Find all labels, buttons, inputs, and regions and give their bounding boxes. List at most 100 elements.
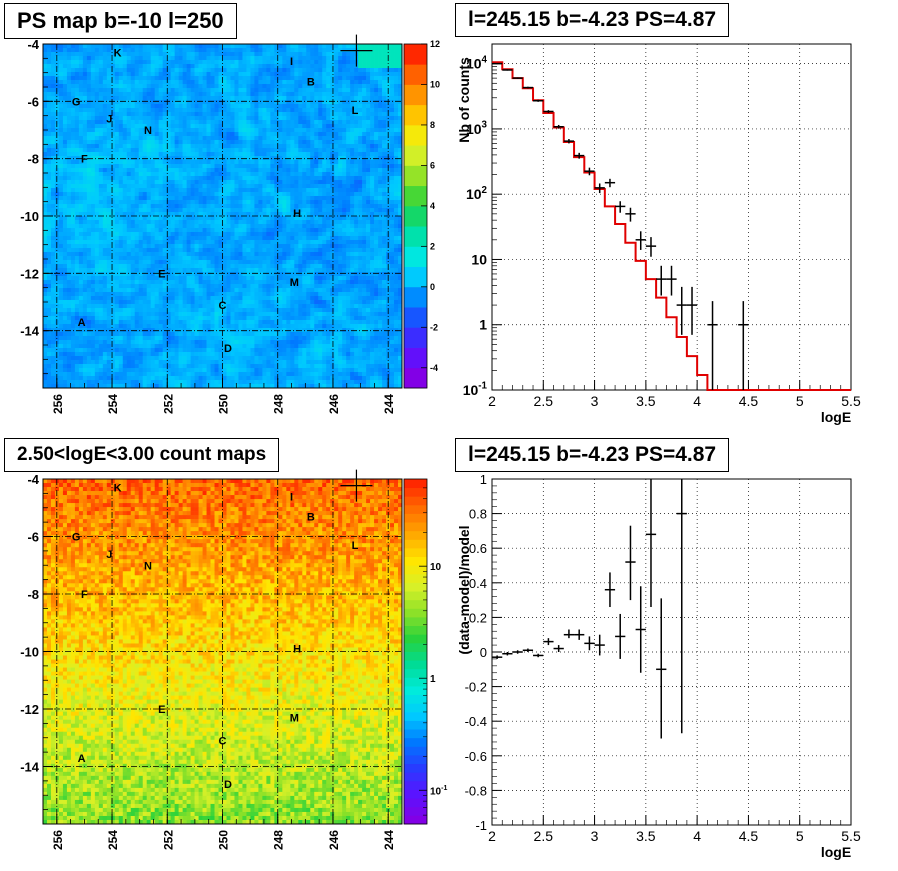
data-point — [625, 207, 636, 222]
colorbar-segment — [404, 266, 427, 288]
data-point — [563, 139, 575, 144]
x-tick-label: 4.5 — [739, 828, 759, 844]
source-label-e: E — [158, 268, 165, 280]
colorbar-tick-label: 1 — [430, 674, 436, 685]
spectrum-panel: 2 2.5 3 3.5 4 4.5 5 5.5 logE 10-1 1 10 102 103 104 Nb o… — [449, 0, 898, 435]
colorbar-segment — [404, 246, 427, 267]
colorbar-segment — [404, 651, 427, 661]
data-point — [604, 178, 616, 188]
source-label-k: K — [114, 483, 122, 495]
data-point — [615, 201, 626, 213]
colorbar-segment — [404, 556, 427, 566]
residuals-title: l=245.15 b=-4.23 PS=4.87 — [455, 438, 730, 472]
y-tick-label: -6 — [27, 530, 39, 545]
y-tick-label: -0.2 — [465, 680, 487, 695]
colorbar-segment — [404, 479, 427, 489]
data-point — [584, 636, 595, 651]
data-point — [553, 645, 564, 652]
data-point — [553, 124, 564, 129]
data-point — [522, 86, 534, 89]
colorbar-segment — [404, 548, 427, 558]
x-tick-label: 246 — [327, 830, 341, 850]
data-point — [625, 525, 636, 601]
data-point — [656, 265, 667, 296]
colorbar-segment — [404, 711, 427, 721]
data-point — [584, 167, 595, 176]
source-label-f: F — [81, 589, 88, 601]
colorbar-segment — [404, 746, 427, 756]
data-point — [502, 69, 513, 71]
colorbar-segment — [404, 763, 427, 773]
data-point — [563, 629, 575, 639]
colorbar-segment — [404, 104, 427, 126]
x-tick-label: 4.5 — [739, 393, 759, 409]
y-axis-label: Nb of counts — [456, 57, 472, 143]
x-tick-label: 5 — [796, 393, 804, 409]
data-point — [502, 652, 513, 656]
colorbar-segment — [404, 617, 427, 627]
data-point — [594, 634, 605, 656]
y-tick-label: -4 — [27, 37, 39, 52]
y-tick-label: 1 — [479, 317, 487, 333]
ps-map-cells — [43, 44, 403, 389]
data-point — [666, 265, 677, 296]
y-tick-label: -12 — [20, 266, 39, 281]
x-tick-label: 244 — [382, 394, 396, 414]
colorbar-segment — [404, 205, 427, 227]
colorbar-segment — [404, 513, 427, 523]
colorbar-segment — [404, 487, 427, 497]
colorbar-segment — [404, 185, 427, 207]
x-tick-label: 3.5 — [636, 393, 656, 409]
colorbar-segment — [404, 608, 427, 618]
colorbar-tick-label: 2 — [430, 241, 435, 251]
colorbar-segment — [404, 84, 427, 106]
y-tick-label: 1 — [480, 472, 487, 487]
x-tick-label: 5 — [796, 828, 804, 844]
x-tick-label: 252 — [161, 830, 175, 850]
x-tick-label: 246 — [327, 394, 341, 414]
colorbar-segment — [404, 367, 427, 389]
colorbar-tick-label: -4 — [430, 363, 438, 373]
colorbar-segment — [404, 668, 427, 678]
colorbar-segment — [404, 772, 427, 782]
colorbar-tick-label: 10 — [430, 562, 442, 573]
y-tick-label: 0.4 — [469, 576, 487, 591]
colorbar-segment — [404, 226, 427, 247]
colorbar-segment — [404, 44, 427, 65]
data-point — [676, 479, 687, 734]
y-tick-label: 10-1 — [463, 381, 488, 398]
y-tick-label: -0.4 — [465, 714, 487, 729]
source-label-g: G — [72, 96, 81, 108]
source-label-a: A — [78, 317, 86, 329]
data-point — [522, 648, 534, 652]
x-tick-label: 250 — [217, 830, 231, 850]
data-point — [604, 572, 616, 608]
colorbar-segment — [404, 582, 427, 592]
x-tick-label: 3 — [591, 393, 599, 409]
y-tick-label: -12 — [20, 702, 39, 717]
data-point — [533, 653, 544, 658]
colorbar-segment — [404, 599, 427, 609]
count-map-title: 2.50<logE<3.00 count maps — [4, 438, 280, 472]
colorbar-segment — [404, 720, 427, 730]
colorbar-segment — [404, 64, 427, 85]
y-tick-label: -14 — [20, 760, 40, 775]
ps-map-title: PS map b=-10 l=250 — [4, 3, 237, 39]
x-tick-label: 254 — [106, 830, 120, 850]
colorbar-segment — [404, 625, 427, 635]
colorbar-frame — [403, 43, 428, 389]
source-label-e: E — [158, 704, 165, 716]
data-point — [594, 183, 605, 194]
data-point — [635, 586, 646, 673]
colorbar-tick-label: -2 — [430, 322, 438, 332]
colorbar-segment — [404, 145, 427, 166]
count-map-panel: 256 254 252 250 248 246 244 -4 -6 -8 -10 -12 -14 K I B G… — [0, 435, 449, 871]
colorbar-segment — [404, 642, 427, 652]
colorbar-segment — [404, 755, 427, 765]
count-map-cells — [43, 479, 403, 825]
x-tick-label: 256 — [51, 394, 65, 414]
x-axis-label: logE — [821, 409, 851, 425]
x-tick-label: 248 — [272, 394, 286, 414]
source-label-j: J — [106, 549, 112, 561]
data-point — [645, 237, 657, 257]
